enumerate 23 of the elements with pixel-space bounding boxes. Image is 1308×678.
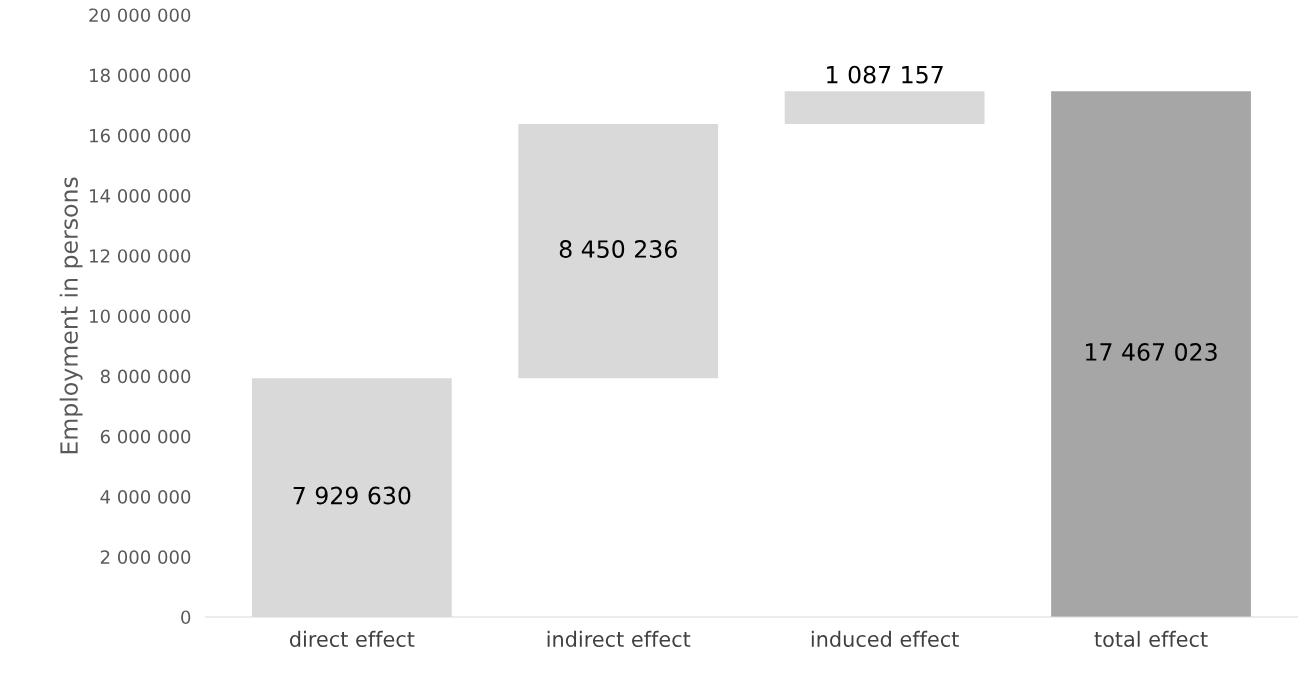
y-tick-label: 6 000 000 <box>100 429 191 444</box>
y-tick-label: 14 000 000 <box>90 188 191 203</box>
data-label: 17 467 023 <box>1086 343 1217 361</box>
x-tick-label: total effect <box>1094 630 1208 647</box>
y-tick-label: 2 000 000 <box>100 550 191 564</box>
y-tick-label: 12 000 000 <box>90 249 191 263</box>
y-tick-label: 10 000 000 <box>90 309 191 324</box>
data-label: 8 450 236 <box>559 240 677 258</box>
x-tick-label: indirect effect <box>547 630 691 647</box>
x-tick-label: induced effect <box>811 630 959 647</box>
bar <box>518 123 719 379</box>
y-tick-label: 4 000 000 <box>100 490 191 504</box>
y-tick-label: 20 000 000 <box>89 8 191 23</box>
bar <box>784 91 985 124</box>
bar <box>1051 91 1251 617</box>
y-tick-label: 8 000 000 <box>100 369 191 384</box>
x-tick-label: direct effect <box>289 630 415 647</box>
y-tick-label: 16 000 000 <box>90 128 191 143</box>
data-label: 7 929 630 <box>293 486 411 505</box>
y-tick-label: 18 000 000 <box>90 68 191 83</box>
y-tick-label: 0 <box>181 610 191 625</box>
data-label: 1 087 157 <box>827 65 943 84</box>
y-axis-title: Employment in persons <box>59 177 83 454</box>
